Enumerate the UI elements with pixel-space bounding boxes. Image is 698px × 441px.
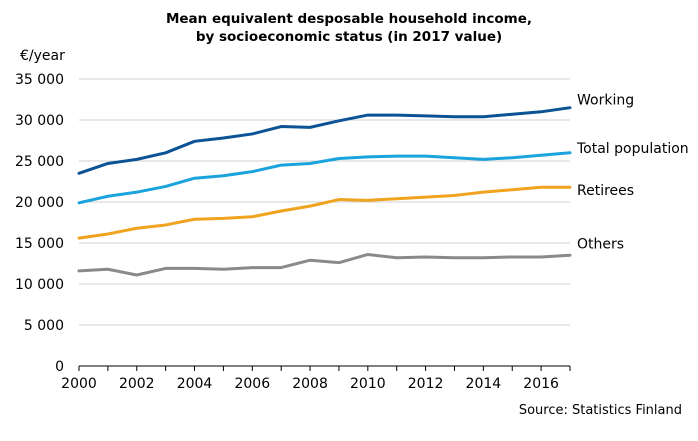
source-note: Source: Statistics Finland	[518, 403, 682, 418]
series-label-retirees: Retirees	[577, 183, 634, 199]
y-tick-label: 10 000	[15, 277, 64, 293]
x-tick-label: 2000	[61, 376, 97, 392]
x-tick-label: 2002	[119, 376, 155, 392]
chart-subtitle: by socioeconomic status (in 2017 value)	[195, 29, 503, 45]
series-line-working	[77, 106, 572, 175]
series-line-others	[77, 252, 572, 277]
x-tick-label: 2008	[292, 376, 328, 392]
x-tick-label: 2006	[234, 376, 270, 392]
x-tick-label: 2014	[466, 376, 502, 392]
series-line-total-population	[77, 151, 572, 205]
chart-title: Mean equivalent desposable household inc…	[165, 11, 533, 27]
y-tick-label: 30 000	[15, 113, 64, 129]
series-label-others: Others	[577, 236, 624, 252]
x-tick-label: 2010	[350, 376, 386, 392]
y-tick-label: 5 000	[24, 318, 64, 334]
series-label-working: Working	[577, 93, 634, 109]
y-tick-label: 0	[55, 359, 64, 375]
y-axis-label: €/year	[20, 48, 65, 64]
y-tick-label: 25 000	[15, 154, 64, 170]
y-tick-label: 35 000	[15, 72, 64, 88]
x-tick-label: 2012	[408, 376, 444, 392]
x-tick-label: 2004	[177, 376, 213, 392]
series-line-retirees	[77, 185, 572, 240]
x-tick-label: 2016	[523, 376, 559, 392]
y-tick-label: 20 000	[15, 195, 64, 211]
y-tick-label: 15 000	[15, 236, 64, 252]
series-label-total-population: Total population	[576, 141, 689, 157]
